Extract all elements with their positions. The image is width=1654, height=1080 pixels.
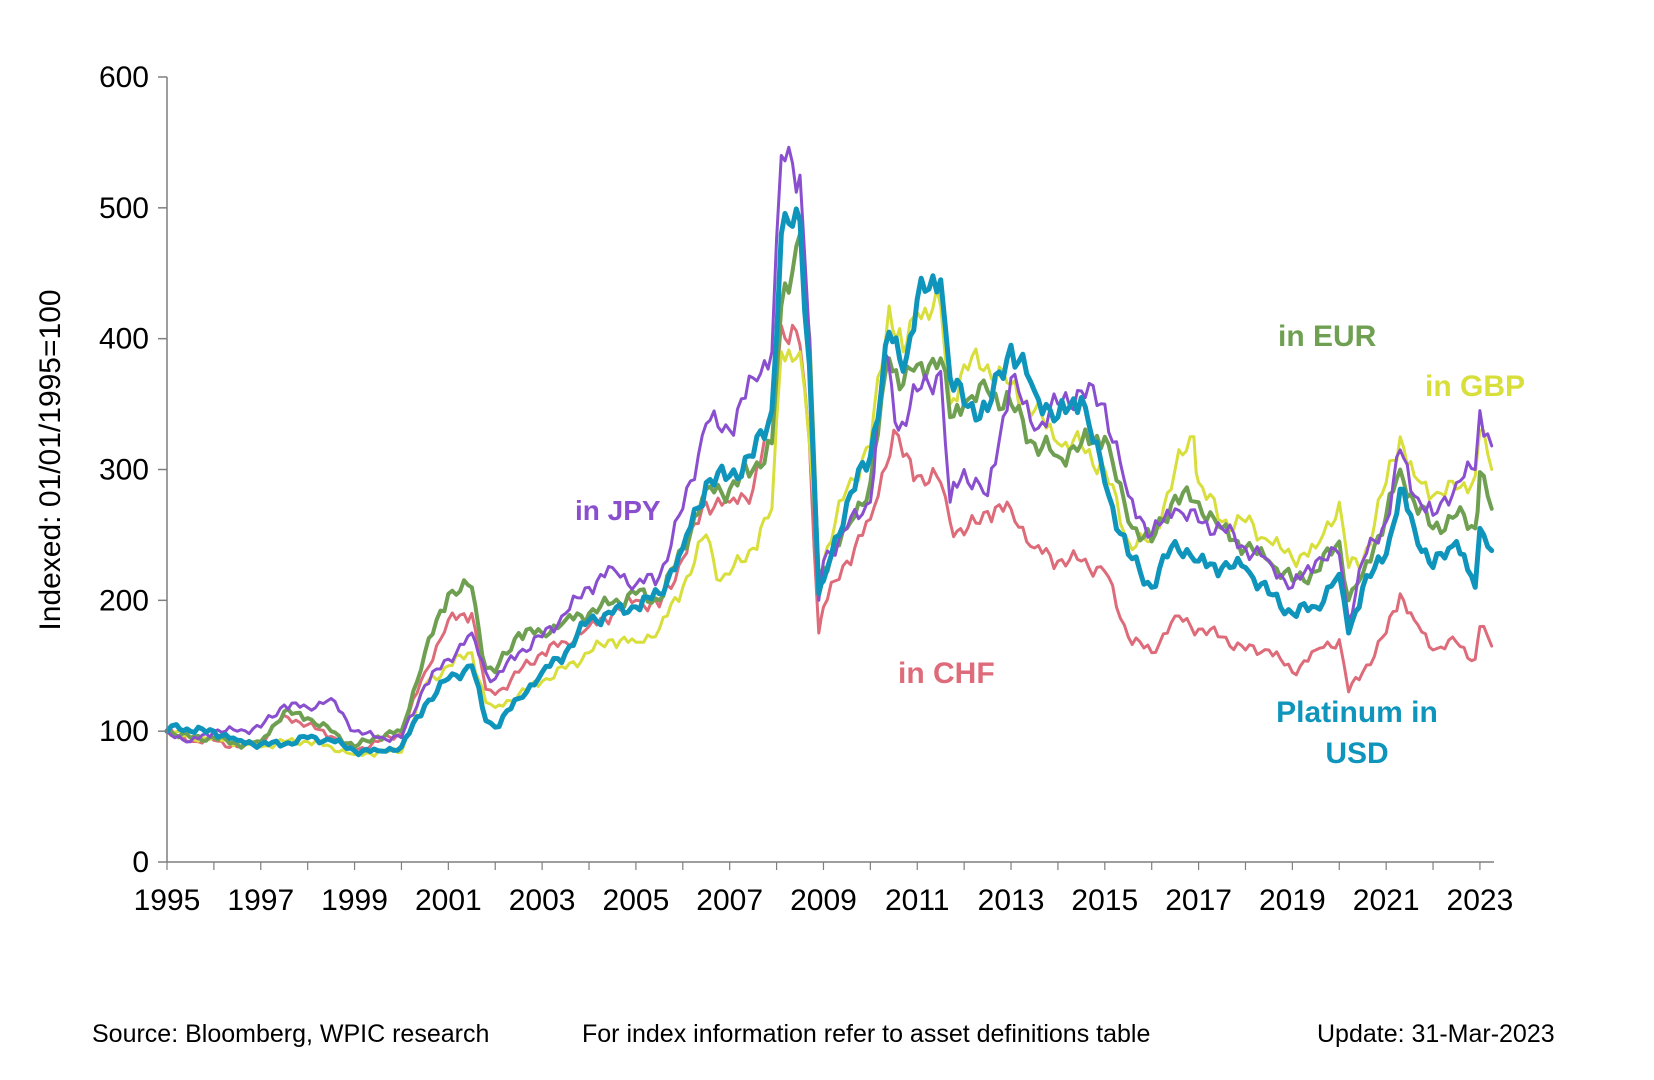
x-tick-label: 2009 (790, 884, 857, 917)
x-tick-label: 2021 (1353, 884, 1420, 917)
y-tick-label: 400 (99, 323, 149, 356)
x-tick-label: 2007 (696, 884, 763, 917)
y-tick-label: 100 (99, 715, 149, 748)
x-tick-label: 1999 (321, 884, 388, 917)
annotation-in-chf: in CHF (898, 657, 995, 690)
footer-index-note: For index information refer to asset def… (582, 1020, 1151, 1048)
x-tick-label: 2005 (603, 884, 670, 917)
x-tick-label: 2015 (1071, 884, 1138, 917)
y-tick-label: 600 (99, 61, 149, 94)
annotation-in-gbp: in GBP (1425, 370, 1525, 403)
footer-update: Update: 31-Mar-2023 (1317, 1020, 1555, 1048)
x-tick-label: 2017 (1165, 884, 1232, 917)
series-annotations: in EUR in GBP in JPY in CHF Platinum in … (575, 320, 1525, 770)
annotation-platinum-in: Platinum in (1276, 696, 1438, 729)
x-tick-label: 2003 (509, 884, 576, 917)
x-tick-label: 2019 (1259, 884, 1326, 917)
series-line-platinum-in-usd (164, 206, 1495, 758)
annotation-usd: USD (1325, 737, 1388, 770)
x-tick-label: 1995 (134, 884, 201, 917)
y-axis: 0 100 200 300 400 500 600 (99, 61, 168, 879)
plot-area (164, 145, 1495, 758)
x-tick-label: 2011 (885, 884, 950, 917)
x-tick-label: 2023 (1447, 884, 1514, 917)
series-line-in-chf (165, 323, 1494, 753)
x-tick-label: 1997 (227, 884, 294, 917)
series-line-in-gbp (165, 286, 1494, 758)
y-tick-label: 200 (99, 584, 149, 617)
annotation-in-eur: in EUR (1278, 320, 1377, 353)
y-axis-label: Indexed: 01/01/1995=100 (34, 289, 67, 630)
y-tick-label: 0 (132, 846, 149, 879)
x-tick-label: 2013 (978, 884, 1045, 917)
footer-source: Source: Bloomberg, WPIC research (92, 1020, 490, 1048)
x-tick-label: 2001 (415, 884, 482, 917)
y-tick-label: 500 (99, 192, 149, 225)
y-tick-label: 300 (99, 454, 149, 487)
annotation-in-jpy: in JPY (575, 495, 661, 526)
x-axis: 1995 1997 1999 2001 2003 2005 2007 2009 2011 2013… (134, 861, 1514, 917)
series-line-in-jpy (165, 145, 1494, 744)
